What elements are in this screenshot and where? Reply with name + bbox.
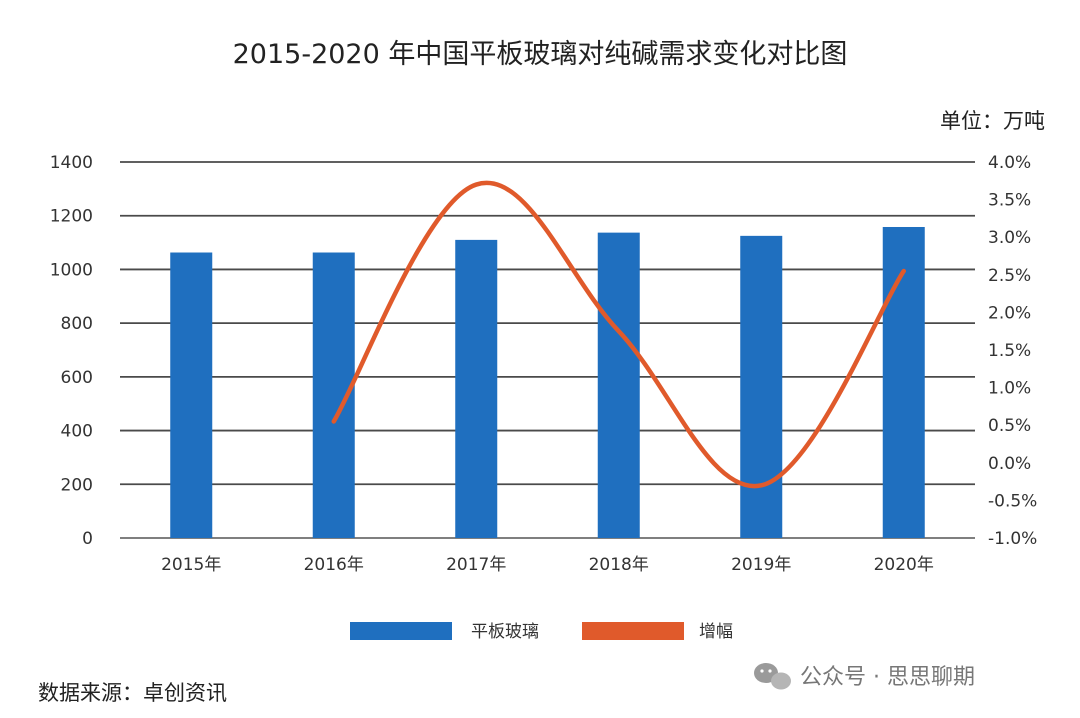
legend-label-line: 增幅 xyxy=(699,622,733,642)
right-tick-label: 3.5% xyxy=(988,191,1031,211)
x-tick-label: 2017年 xyxy=(446,555,506,575)
grid-lines xyxy=(120,161,975,539)
wechat-icon xyxy=(754,663,791,690)
bar xyxy=(455,239,498,538)
watermark-text: 公众号 · 思思聊期 xyxy=(800,665,975,690)
source-text: 数据来源：卓创资讯 xyxy=(38,681,227,705)
left-tick-label: 1200 xyxy=(50,207,93,227)
x-tick-label: 2015年 xyxy=(161,555,221,575)
right-tick-label: -0.5% xyxy=(988,491,1037,511)
x-tick-label: 2016年 xyxy=(304,555,364,575)
bar xyxy=(882,226,925,538)
left-tick-label: 1000 xyxy=(50,260,93,280)
left-axis: 0 200 400 600 800 1000 1200 1400 xyxy=(50,153,93,549)
bar-series xyxy=(170,226,925,539)
x-tick-label: 2020年 xyxy=(874,555,934,575)
left-tick-label: 1400 xyxy=(50,153,93,173)
x-tick-label: 2018年 xyxy=(589,555,649,575)
legend-label-bar: 平板玻璃 xyxy=(471,622,539,642)
chart-title: 2015-2020 年中国平板玻璃对纯碱需求变化对比图 xyxy=(233,39,848,70)
unit-label: 单位：万吨 xyxy=(940,109,1045,133)
right-tick-label: 1.5% xyxy=(988,341,1031,361)
right-tick-label: 2.0% xyxy=(988,303,1031,323)
right-axis: -1.0% -0.5% 0.0% 0.5% 1.0% 1.5% 2.0% 2.5% 3.0% 3.… xyxy=(988,153,1037,549)
right-tick-label: 2.5% xyxy=(988,266,1031,286)
left-tick-label: 200 xyxy=(61,475,93,495)
watermark: 公众号 · 思思聊期 xyxy=(754,663,975,690)
right-tick-label: 0.0% xyxy=(988,454,1031,474)
right-tick-label: 3.0% xyxy=(988,228,1031,248)
right-tick-label: 1.0% xyxy=(988,379,1031,399)
bar xyxy=(740,235,783,538)
growth-line xyxy=(331,180,906,489)
right-tick-label: 0.5% xyxy=(988,416,1031,436)
bar xyxy=(597,232,640,539)
line-series xyxy=(331,180,906,489)
right-tick-label: 4.0% xyxy=(988,153,1031,173)
right-tick-label: -1.0% xyxy=(988,529,1037,549)
bar xyxy=(170,252,213,538)
legend: 平板玻璃 增幅 xyxy=(350,622,733,642)
left-tick-label: 0 xyxy=(82,529,93,549)
left-tick-label: 600 xyxy=(61,368,93,388)
x-tick-label: 2019年 xyxy=(731,555,791,575)
left-tick-label: 800 xyxy=(61,314,93,334)
legend-swatch-bar xyxy=(350,622,452,640)
legend-swatch-line xyxy=(582,622,684,640)
x-axis: 2015年 2016年 2017年 2018年 2019年 2020年 xyxy=(161,555,934,575)
left-tick-label: 400 xyxy=(61,422,93,442)
